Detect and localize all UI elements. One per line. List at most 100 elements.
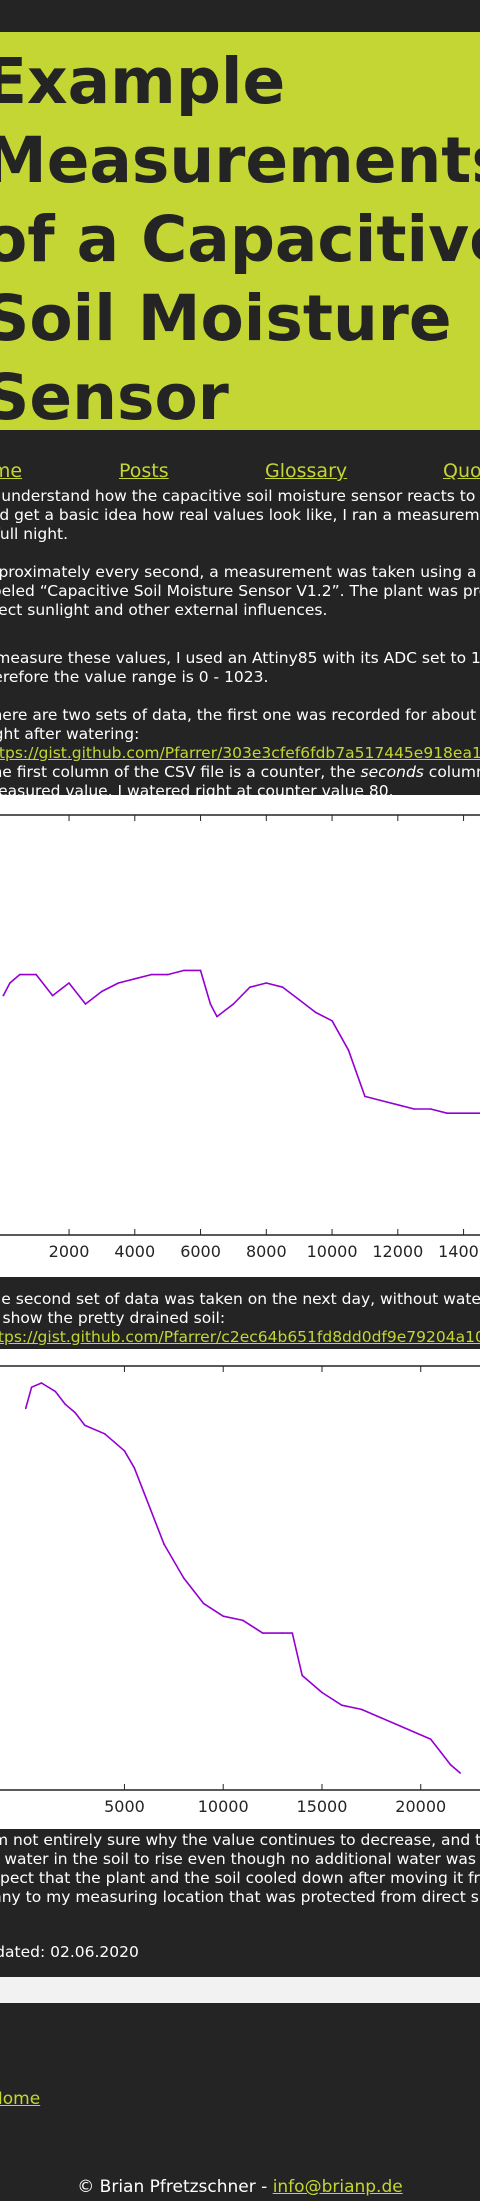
data-point [133, 1466, 136, 1469]
gist-link-2[interactable]: https://gist.github.com/Pfarrer/c2ec64b6… [0, 1328, 480, 1346]
title-line: Sensor [0, 361, 229, 430]
text-line: labeled “Capacitive Soil Moisture Sensor… [0, 582, 480, 600]
main-nav: Home Posts Glossary Quotes [0, 460, 480, 484]
article-intro: Home Posts Glossary Quotes To understand… [0, 430, 480, 795]
title-line: Soil Moisture [0, 282, 452, 355]
data-point [18, 973, 21, 976]
data-point [64, 1403, 66, 1405]
data-point [74, 1411, 76, 1414]
data-point [281, 1632, 284, 1634]
title-line: Example [0, 45, 286, 118]
data-point [429, 1108, 432, 1110]
text-line: to show the pretty drained soil: [0, 1309, 226, 1327]
text-line: The first column of the CSV file is a co… [0, 763, 480, 781]
data-point [380, 1099, 383, 1102]
data-point [281, 986, 284, 988]
data-point [35, 973, 37, 976]
data-point [51, 994, 54, 997]
data-point [68, 982, 70, 984]
data-point [84, 1003, 87, 1005]
second-dataset-text: The second set of data was taken on the … [0, 1277, 480, 1349]
data-point [232, 1003, 235, 1005]
data-point [459, 1772, 462, 1774]
data-point [30, 1386, 33, 1388]
text-line: sunny to my measuring location that was … [0, 1888, 480, 1906]
text-line: and get a basic idea how real values loo… [0, 506, 480, 524]
data-point [400, 1725, 402, 1728]
x-tick-label: 4000 [114, 1242, 155, 1261]
data-point [261, 1632, 264, 1634]
data-point [314, 1011, 317, 1014]
data-point [249, 986, 251, 988]
nav-item-glossary[interactable]: Glossary [265, 460, 348, 482]
data-point [113, 1441, 116, 1444]
top-bar [0, 0, 480, 32]
nav-item-home[interactable]: Home [0, 460, 23, 482]
x-tick-label: 15000 [297, 1797, 348, 1816]
data-point [143, 1492, 145, 1494]
data-point [9, 982, 11, 984]
updated-date: Updated: 02.06.2020 [0, 1943, 139, 1961]
text-line: The second set of data was taken on the … [0, 1290, 480, 1308]
moisture-series-line [2, 969, 480, 1115]
data-point [101, 990, 103, 993]
text-line: Approximately every second, a measuremen… [0, 563, 480, 581]
data-point [397, 1104, 399, 1106]
data-point [298, 999, 300, 1001]
data-point [54, 1390, 57, 1393]
chart-1-svg: 2000 4000 6000 8000 10000 12000 14000 [0, 814, 480, 1261]
data-point [439, 1751, 442, 1753]
x-tick-label: 20000 [395, 1797, 446, 1816]
paragraph-datasets: There are two sets of data, the first on… [0, 706, 480, 795]
text-line: To measure these values, I used an Attin… [0, 649, 480, 667]
nav-item-quotes[interactable]: Quotes [443, 460, 480, 482]
data-point [291, 1632, 294, 1634]
title-line: of a Capacitive [0, 203, 480, 276]
data-point [24, 1407, 27, 1410]
data-point [301, 1674, 304, 1677]
text-line: measured value. I watered right at count… [0, 782, 394, 795]
paragraph-method: Approximately every second, a measuremen… [0, 563, 480, 620]
paragraph-conclusion: I am not entirely sure why the value con… [0, 1831, 480, 1907]
data-point [321, 1691, 323, 1694]
text-line: suspect that the plant and the soil cool… [0, 1869, 480, 1887]
nav-item-posts[interactable]: Posts [119, 460, 169, 482]
x-tick-label: 6000 [180, 1242, 221, 1261]
x-tick-label: 10000 [307, 1242, 358, 1261]
moisture-chart-2: 5000 10000 15000 20000 [0, 1349, 480, 1829]
data-point [166, 973, 169, 976]
x-tick-label: 2000 [49, 1242, 90, 1261]
data-point [150, 973, 153, 976]
chart-2-svg: 5000 10000 15000 20000 [0, 1365, 480, 1816]
gist-link-1[interactable]: https://gist.github.com/Pfarrer/303e3cfe… [0, 744, 480, 762]
data-point [340, 1704, 343, 1706]
text-line: right after watering: [0, 725, 140, 743]
footer-copyright: © Brian Pfretzschner - info@brianp.de [77, 2177, 403, 2197]
paragraph-intro: To understand how the capacitive soil mo… [0, 487, 480, 544]
data-point [183, 969, 185, 972]
data-point [347, 1049, 350, 1051]
data-point [446, 1112, 448, 1114]
data-point [380, 1717, 383, 1719]
data-point [209, 1003, 212, 1005]
data-point [462, 1112, 465, 1114]
footer-email-link[interactable]: info@brianp.de [272, 2177, 403, 2197]
data-point [222, 1615, 225, 1617]
data-point [429, 1738, 432, 1740]
text-line: To understand how the capacitive soil mo… [0, 487, 480, 505]
page-title: Example Measurements of a Capacitive Soi… [0, 42, 480, 430]
data-point [331, 1020, 333, 1022]
data-point [413, 1108, 416, 1110]
data-point [364, 1095, 366, 1098]
data-point [163, 1543, 165, 1545]
paragraph-second-dataset: The second set of data was taken on the … [0, 1290, 480, 1347]
title-line: Measurements [0, 124, 480, 197]
section-divider [0, 1977, 480, 2003]
data-point [117, 982, 120, 984]
data-point [103, 1433, 106, 1435]
footer-home-link[interactable]: Home [0, 2089, 41, 2109]
text-line: Therefore the value range is 0 - 1023. [0, 668, 269, 686]
data-point [202, 1602, 205, 1605]
moisture-series-line [24, 1382, 461, 1774]
x-tick-label: 12000 [372, 1242, 423, 1261]
